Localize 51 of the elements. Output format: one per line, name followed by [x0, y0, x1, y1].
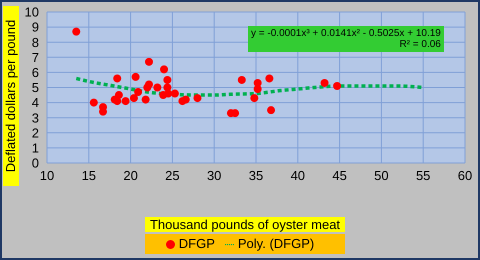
- point: [113, 74, 122, 82]
- x-axis-title: Thousand pounds of oyster meat: [145, 217, 345, 232]
- point: [265, 74, 274, 82]
- point: [238, 76, 246, 84]
- x-tick-label: 45: [332, 168, 347, 184]
- x-tick-label: 55: [416, 168, 430, 184]
- point: [134, 88, 142, 96]
- y-tick-label: 8: [32, 34, 39, 50]
- point: [132, 72, 140, 81]
- point: [333, 82, 342, 90]
- point: [193, 94, 202, 102]
- point: [163, 76, 172, 84]
- point: [164, 90, 172, 98]
- y-tick-label: 2: [32, 125, 39, 140]
- point: [144, 80, 153, 88]
- x-tick-label: 60: [458, 168, 472, 184]
- point: [153, 84, 162, 92]
- x-tick-label: 50: [374, 168, 389, 184]
- legend-label: DFGP: [178, 236, 215, 251]
- point: [142, 96, 150, 104]
- point: [160, 65, 168, 74]
- y-tick-label: 7: [32, 50, 39, 65]
- y-axis-title: Deflated dollars per pound: [3, 6, 19, 186]
- point: [320, 78, 329, 87]
- point: [122, 97, 130, 106]
- y-tick-label: 4: [32, 95, 39, 110]
- point: [250, 94, 258, 102]
- point: [72, 28, 80, 36]
- y-tick-label: 3: [32, 110, 39, 126]
- x-tick-label: 40: [290, 168, 306, 184]
- point: [254, 85, 262, 94]
- y-tick-label: 0: [32, 156, 39, 171]
- point: [90, 98, 98, 107]
- x-tick-label: 20: [123, 168, 138, 184]
- point: [144, 58, 153, 66]
- y-tick-label: 10: [24, 4, 39, 20]
- annotation: R² = 0.06: [398, 39, 441, 50]
- annotation: y = -0.0001x³ + 0.0141x² - 0.5025x + 10.19: [251, 28, 441, 39]
- y-tick-label: 5: [32, 80, 39, 96]
- y-tick-label: 1: [32, 140, 39, 156]
- point: [170, 90, 179, 98]
- y-tick-label: 9: [32, 20, 39, 35]
- point: [130, 94, 138, 102]
- point: [267, 106, 276, 114]
- x-tick-label: 25: [165, 168, 180, 184]
- x-tick-label: 30: [206, 168, 222, 184]
- y-tick-label: 6: [32, 65, 39, 80]
- x-tick-label: 35: [248, 168, 264, 184]
- x-tick-label: 15: [82, 168, 96, 184]
- legend-label: Poly. (DFGP): [238, 236, 314, 251]
- point: [182, 96, 190, 104]
